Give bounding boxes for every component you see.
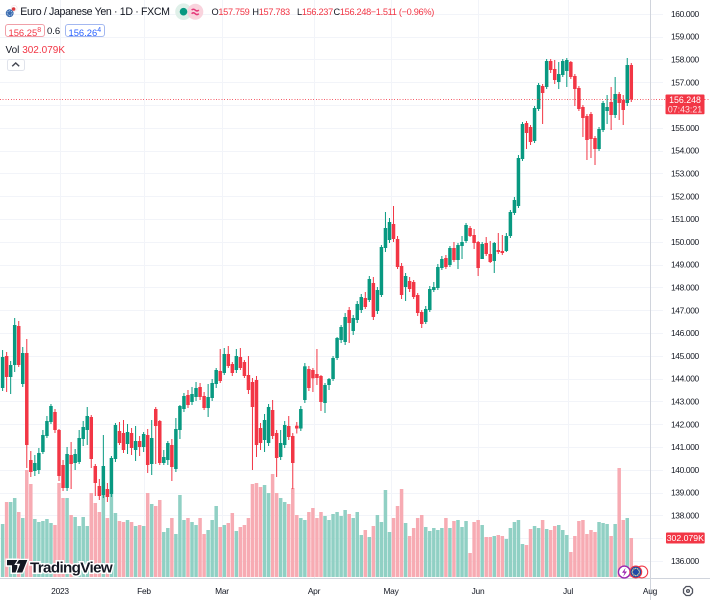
svg-text:Aug: Aug: [643, 586, 658, 596]
svg-text:136.000: 136.000: [671, 556, 700, 566]
svg-text:149.000: 149.000: [671, 260, 700, 270]
svg-text:153.000: 153.000: [671, 169, 700, 179]
svg-text:147.000: 147.000: [671, 305, 700, 315]
svg-text:150.000: 150.000: [671, 237, 700, 247]
svg-text:Apr: Apr: [308, 586, 321, 596]
svg-text:140.000: 140.000: [671, 465, 700, 475]
svg-text:157.000: 157.000: [671, 77, 700, 87]
svg-text:2023: 2023: [51, 586, 69, 596]
svg-text:138.000: 138.000: [671, 511, 700, 521]
svg-text:TradingView: TradingView: [30, 560, 113, 577]
svg-text:139.000: 139.000: [671, 488, 700, 498]
svg-text:142.000: 142.000: [671, 419, 700, 429]
svg-text:146.000: 146.000: [671, 328, 700, 338]
svg-text:145.000: 145.000: [671, 351, 700, 361]
svg-text:148.000: 148.000: [671, 283, 700, 293]
svg-text:Jul: Jul: [563, 586, 573, 596]
svg-text:158.000: 158.000: [671, 55, 700, 65]
svg-text:152.000: 152.000: [671, 191, 700, 201]
svg-text:Jun: Jun: [472, 586, 485, 596]
svg-text:143.000: 143.000: [671, 397, 700, 407]
svg-text:156.248: 156.248: [669, 95, 701, 105]
svg-text:Feb: Feb: [137, 586, 151, 596]
svg-text:155.000: 155.000: [671, 123, 700, 133]
svg-text:154.000: 154.000: [671, 146, 700, 156]
svg-text:144.000: 144.000: [671, 374, 700, 384]
svg-text:302.079K: 302.079K: [667, 533, 704, 543]
svg-text:May: May: [383, 586, 399, 596]
svg-text:Mar: Mar: [215, 586, 229, 596]
svg-text:07:43:21: 07:43:21: [668, 104, 702, 114]
svg-text:151.000: 151.000: [671, 214, 700, 224]
svg-text:141.000: 141.000: [671, 442, 700, 452]
svg-text:160.000: 160.000: [671, 9, 700, 19]
svg-text:159.000: 159.000: [671, 32, 700, 42]
